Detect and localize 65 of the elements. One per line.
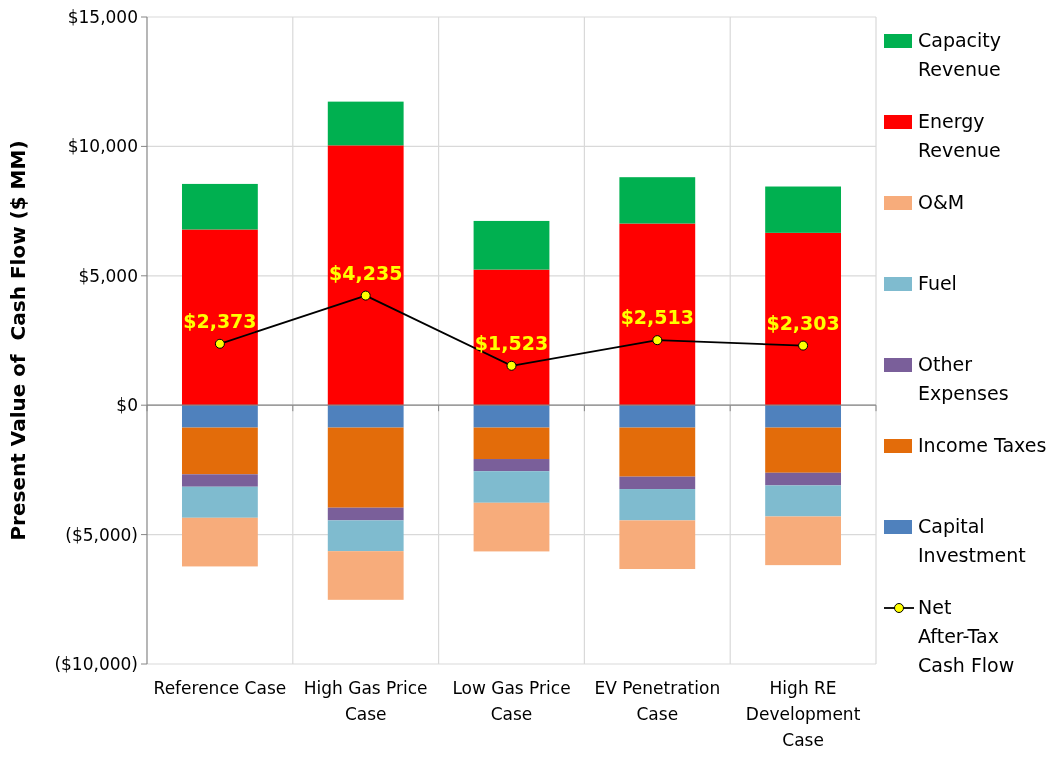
bar — [619, 520, 696, 570]
bar — [327, 101, 404, 146]
legend-label: Fuel — [918, 272, 957, 294]
bar — [181, 427, 258, 475]
x-tick-label: Low Gas Price Case — [452, 678, 571, 724]
bar — [181, 229, 258, 406]
bar — [619, 476, 696, 490]
bar — [473, 269, 550, 406]
x-tick-label: EV Penetration Case — [594, 678, 721, 724]
y-tick-label: ($5,000) — [65, 524, 138, 545]
bar — [327, 520, 404, 552]
point — [360, 290, 371, 301]
bar — [181, 517, 258, 567]
bar — [181, 183, 258, 230]
x-tick-label: Reference Case — [153, 678, 287, 698]
legend-label: Other Expenses — [918, 353, 1009, 404]
y-tick-label: ($10,000) — [54, 653, 138, 674]
data-label: $1,523 — [474, 331, 549, 354]
bar — [327, 551, 404, 600]
y-tick-label: $10,000 — [67, 136, 138, 157]
bar — [619, 405, 696, 428]
bar — [181, 474, 258, 487]
bar — [765, 427, 842, 473]
y-tick-label: $0 — [116, 395, 138, 416]
x-tick-label: High RE Development Case — [745, 678, 861, 750]
bar — [327, 145, 404, 406]
legend-label: Net After-Tax Cash Flow — [918, 596, 1015, 676]
bar — [473, 459, 550, 472]
legend-label: Capacity Revenue — [918, 29, 1002, 80]
y-tick-label: $15,000 — [67, 6, 138, 27]
bar — [765, 405, 842, 428]
bar — [619, 177, 696, 224]
bar — [765, 516, 842, 566]
bar — [765, 485, 842, 517]
y-axis-title: Present Value of Cash Flow ($ MM) — [6, 140, 30, 541]
point — [798, 340, 809, 351]
bar — [473, 427, 550, 460]
bar — [619, 427, 696, 477]
point — [214, 338, 225, 349]
bar — [765, 472, 842, 486]
bar — [765, 186, 842, 233]
bar — [473, 405, 550, 428]
bar — [181, 405, 258, 428]
bar — [473, 220, 550, 270]
point — [506, 360, 517, 371]
point — [652, 335, 663, 346]
legend-label: Capital Investment — [918, 515, 1026, 566]
data-label: $2,373 — [183, 309, 257, 332]
bar — [473, 471, 550, 503]
bar — [765, 232, 842, 406]
data-label: $2,303 — [766, 311, 840, 334]
legend-label: Energy Revenue — [918, 110, 1001, 161]
y-tick-label: $5,000 — [78, 265, 138, 286]
bar — [473, 502, 550, 552]
bar — [181, 486, 258, 518]
legend-label: Income Taxes — [918, 434, 1047, 456]
bar — [619, 223, 696, 406]
data-label: $2,513 — [620, 306, 694, 329]
bar — [327, 405, 404, 428]
bar — [327, 507, 404, 521]
legend-label: O&M — [918, 191, 965, 213]
bar — [327, 427, 404, 508]
bar — [619, 489, 696, 521]
x-tick-label: High Gas Price Case — [303, 678, 428, 724]
data-label: $4,235 — [329, 261, 403, 284]
